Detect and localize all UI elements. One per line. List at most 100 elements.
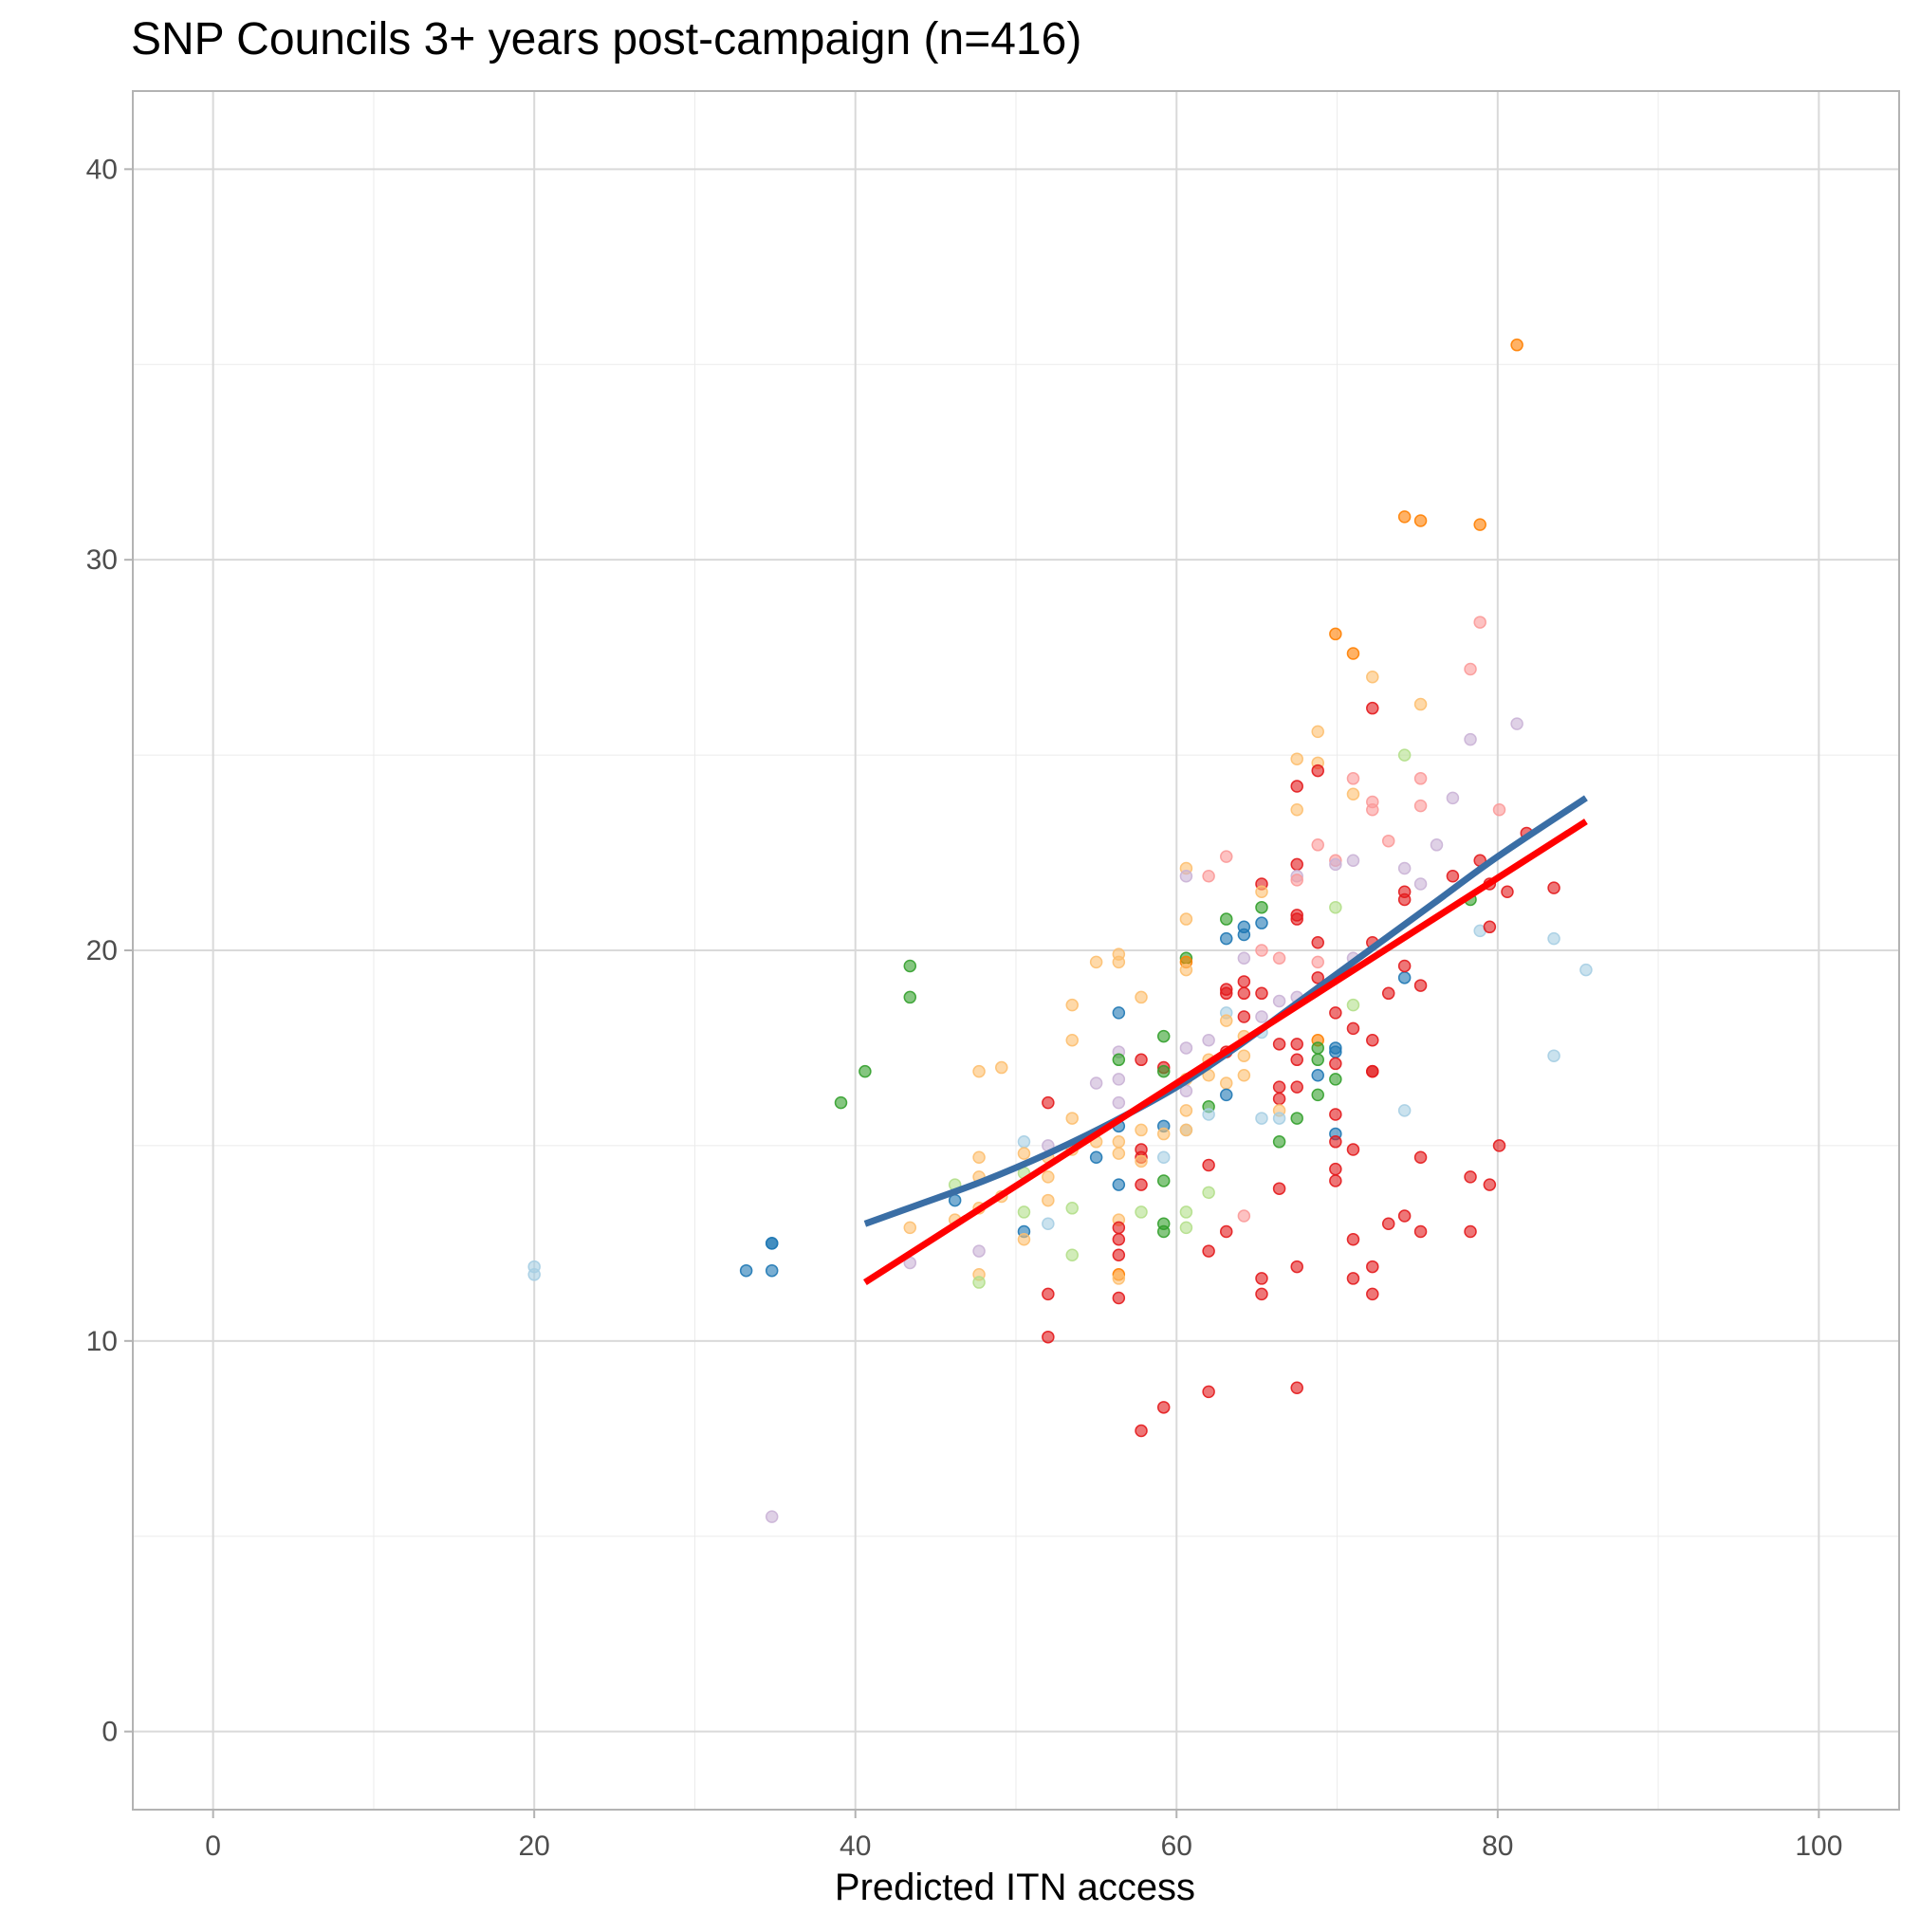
data-point	[1219, 1076, 1233, 1090]
data-point	[1290, 1038, 1303, 1051]
data-point	[1366, 1287, 1379, 1301]
data-point	[834, 1095, 848, 1110]
data-point	[1290, 1381, 1303, 1394]
x-tick-label: 20	[518, 1831, 549, 1862]
data-point	[1112, 955, 1126, 969]
y-tick-label: 20	[86, 935, 118, 966]
data-point	[972, 1276, 986, 1289]
data-point	[1112, 1272, 1126, 1285]
data-point	[1492, 1139, 1506, 1152]
data-point	[1547, 881, 1560, 894]
data-point	[1381, 834, 1395, 848]
data-point	[1112, 1291, 1126, 1305]
data-point	[1413, 877, 1428, 891]
data-point	[1381, 986, 1395, 1001]
data-point	[1255, 916, 1268, 929]
data-point	[1156, 1224, 1171, 1239]
data-point	[1156, 1029, 1171, 1043]
data-point	[995, 1060, 1008, 1075]
data-point	[1202, 1158, 1215, 1172]
data-point	[1237, 951, 1251, 965]
data-point	[1464, 732, 1477, 746]
data-point	[1329, 1073, 1342, 1086]
data-point	[1397, 892, 1412, 907]
data-point	[765, 1510, 779, 1523]
data-point	[1473, 616, 1486, 629]
data-point	[1179, 1205, 1193, 1219]
data-point	[1329, 1057, 1342, 1071]
data-point	[1156, 1064, 1171, 1078]
data-point	[1112, 1073, 1126, 1086]
data-point	[1366, 670, 1379, 684]
data-point	[1329, 1162, 1342, 1176]
data-point	[1346, 787, 1360, 801]
data-point	[1202, 1033, 1215, 1047]
data-point	[1329, 1174, 1342, 1187]
data-point	[1290, 874, 1303, 887]
data-point	[1547, 931, 1560, 946]
data-point	[1547, 1049, 1560, 1062]
data-point	[1397, 861, 1412, 875]
data-point	[1255, 986, 1268, 1001]
data-point	[1089, 1076, 1103, 1090]
axis-ticks: 0 20 40 60 80 100 0 10 20 30 40	[86, 154, 1843, 1862]
data-point	[1413, 1224, 1428, 1239]
data-point	[1156, 1127, 1171, 1141]
x-tick-label: 80	[1482, 1831, 1513, 1862]
data-point	[1042, 1170, 1055, 1184]
x-tick-label: 0	[205, 1831, 221, 1862]
data-point	[1290, 857, 1303, 872]
data-point	[1483, 920, 1497, 934]
data-point	[1089, 1150, 1103, 1165]
data-point	[1112, 1147, 1126, 1160]
data-point	[1272, 1080, 1286, 1094]
data-point	[858, 1064, 872, 1078]
data-point	[1237, 1049, 1251, 1062]
data-point	[1179, 1221, 1193, 1235]
data-point	[1464, 662, 1477, 676]
data-point	[1112, 1135, 1126, 1149]
data-point	[1255, 944, 1268, 957]
data-point	[1413, 799, 1428, 813]
data-point	[1397, 1104, 1412, 1117]
data-point	[1413, 979, 1428, 992]
data-point	[765, 1263, 779, 1278]
data-point	[1366, 701, 1379, 715]
data-point	[1156, 1401, 1171, 1414]
data-point	[1366, 1033, 1379, 1047]
data-point	[1017, 1232, 1031, 1246]
fit-lines	[862, 795, 1588, 1285]
data-point	[1464, 1170, 1477, 1184]
y-tick-label: 30	[86, 544, 118, 576]
data-point	[1156, 1174, 1171, 1187]
data-point	[1311, 1041, 1324, 1055]
data-point	[1255, 885, 1268, 898]
data-point	[1346, 772, 1360, 785]
data-point	[1065, 1248, 1079, 1261]
data-point	[1311, 1088, 1324, 1102]
data-point	[1346, 647, 1360, 660]
data-point	[1290, 1080, 1303, 1094]
data-point	[1473, 518, 1486, 531]
data-point	[1042, 1193, 1055, 1207]
data-point	[1346, 998, 1360, 1012]
data-point	[1219, 1014, 1233, 1027]
data-point	[527, 1268, 541, 1281]
data-point	[1272, 1038, 1286, 1051]
data-point	[1329, 1045, 1342, 1058]
data-point	[972, 1150, 986, 1165]
data-point	[1290, 912, 1303, 926]
data-point	[1219, 1224, 1233, 1239]
data-point	[1329, 857, 1342, 872]
data-point	[1089, 955, 1103, 969]
data-point	[1179, 912, 1193, 926]
data-point	[739, 1263, 753, 1278]
data-point	[1413, 1150, 1428, 1165]
data-point	[1272, 1092, 1286, 1106]
data-point	[903, 1221, 917, 1235]
data-point	[1272, 1182, 1286, 1195]
data-point	[1311, 764, 1324, 778]
data-point	[1237, 1069, 1251, 1082]
data-point	[1397, 959, 1412, 973]
